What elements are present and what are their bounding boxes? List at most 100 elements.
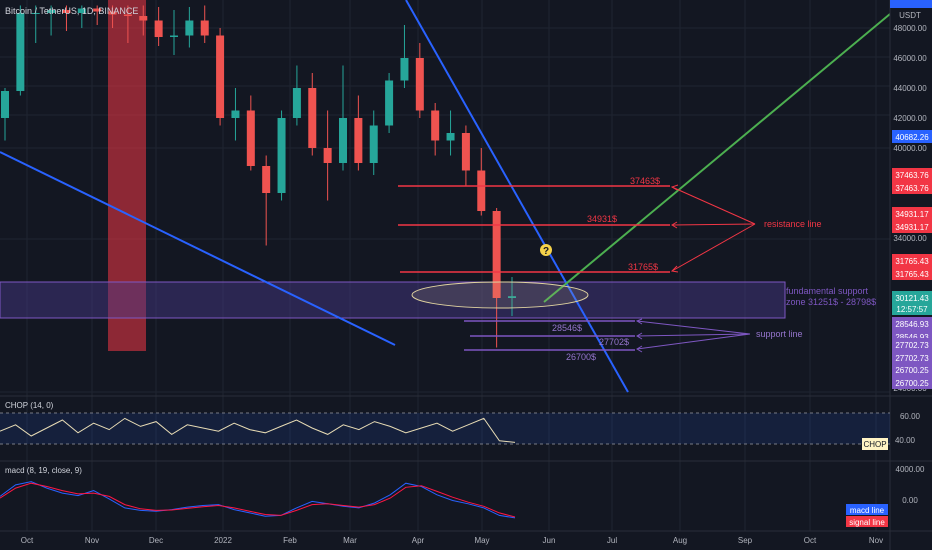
price-ellipse bbox=[411, 281, 589, 309]
svg-text:34931.17: 34931.17 bbox=[895, 223, 929, 232]
signal-legend: signal line bbox=[849, 518, 885, 527]
time-label: Oct bbox=[21, 536, 34, 545]
chop-tick-40: 40.00 bbox=[895, 436, 916, 445]
support-zone bbox=[0, 281, 786, 319]
candle-body bbox=[461, 133, 470, 171]
candle-countdown: 12:57:57 bbox=[896, 305, 928, 314]
macd-title: macd (8, 19, close, 9) bbox=[5, 466, 82, 475]
price-tick: 48000.00 bbox=[893, 24, 927, 33]
resistance-tag-1a bbox=[892, 168, 932, 181]
time-label: Nov bbox=[85, 536, 99, 545]
resistance-label-2: 34931$ bbox=[587, 214, 617, 224]
svg-text:31765.43: 31765.43 bbox=[895, 257, 929, 266]
svg-text:37463.76: 37463.76 bbox=[895, 171, 929, 180]
chop-band bbox=[0, 413, 890, 444]
candle-body bbox=[292, 88, 301, 118]
candle-body bbox=[47, 10, 56, 13]
candle-body bbox=[492, 211, 501, 298]
support-annotation: support line bbox=[756, 329, 803, 339]
time-label: Apr bbox=[412, 536, 425, 545]
candle-body bbox=[369, 125, 378, 163]
support-tag-3b bbox=[892, 376, 932, 389]
candle-body bbox=[415, 58, 424, 111]
time-label: Feb bbox=[283, 536, 297, 545]
highlight-column bbox=[108, 0, 146, 351]
time-label: Oct bbox=[804, 536, 817, 545]
candle-body bbox=[154, 20, 163, 37]
signal-line bbox=[0, 482, 516, 518]
candle-body bbox=[1, 91, 9, 118]
candle-body bbox=[139, 16, 148, 21]
time-label: Jul bbox=[607, 536, 617, 545]
candle-body bbox=[93, 8, 102, 12]
support-tag-2b bbox=[892, 351, 932, 364]
candle-body bbox=[277, 118, 286, 193]
resistance-tag-2a bbox=[892, 207, 932, 220]
candle-body bbox=[16, 13, 25, 91]
chop-badge-bg bbox=[862, 438, 888, 450]
price-tick: 44000.00 bbox=[893, 84, 927, 93]
support-tag-2a bbox=[892, 338, 932, 351]
svg-text:28546.93: 28546.93 bbox=[895, 320, 929, 329]
resistance-arrows bbox=[670, 184, 756, 273]
upper-trendline bbox=[405, 0, 629, 393]
currency-label: USDT bbox=[899, 11, 921, 20]
time-label: Nov bbox=[869, 536, 883, 545]
macd-legend-bg bbox=[846, 504, 888, 515]
chop-line bbox=[0, 417, 516, 443]
zone-label-line2: zone 31251$ - 28798$ bbox=[786, 297, 876, 307]
price-tick: 40000.00 bbox=[893, 144, 927, 153]
svg-text:26700.25: 26700.25 bbox=[895, 366, 929, 375]
candle-body bbox=[216, 35, 225, 118]
candle-body bbox=[246, 110, 255, 166]
price-tags: 40682.26 37463.76 37463.76 34931.17 3493… bbox=[892, 130, 932, 389]
question-mark-emoji: ? bbox=[540, 244, 552, 257]
lower-trendline bbox=[0, 151, 396, 346]
price-tick: 34000.00 bbox=[893, 234, 927, 243]
candle-body bbox=[431, 110, 440, 141]
svg-text:27702.73: 27702.73 bbox=[895, 341, 929, 350]
grid bbox=[0, 0, 890, 531]
candle-body bbox=[62, 10, 71, 13]
candle-body bbox=[200, 20, 209, 36]
support-tag-1a bbox=[892, 317, 932, 330]
candle-body bbox=[446, 133, 455, 141]
chop-title: CHOP (14, 0) bbox=[5, 401, 54, 410]
candle-body bbox=[508, 296, 516, 298]
candle-body bbox=[123, 14, 132, 16]
time-axis[interactable]: Oct Nov Dec 2022 Feb Mar Apr May Jun Jul Aug Sep Oct… bbox=[21, 536, 883, 545]
macd-tick-4000: 4000.00 bbox=[896, 465, 925, 474]
candle-body bbox=[339, 118, 347, 163]
candles bbox=[1, 5, 516, 348]
price-tick: 42000.00 bbox=[893, 114, 927, 123]
svg-text:?: ? bbox=[543, 246, 549, 257]
candle-body bbox=[170, 35, 178, 37]
growth-trendline bbox=[543, 13, 891, 303]
svg-text:37463.76: 37463.76 bbox=[895, 184, 929, 193]
time-label: Aug bbox=[673, 536, 687, 545]
signal-legend-bg bbox=[846, 516, 888, 527]
resistance-tag-1b bbox=[892, 181, 932, 194]
support-label-3: 26700$ bbox=[566, 352, 596, 362]
chop-tick-60: 60.00 bbox=[900, 412, 921, 421]
candle-body bbox=[385, 80, 394, 126]
svg-text:26700.25: 26700.25 bbox=[895, 379, 929, 388]
price-tick: 46000.00 bbox=[893, 54, 927, 63]
svg-text:34931.17: 34931.17 bbox=[895, 210, 929, 219]
time-label: Sep bbox=[738, 536, 753, 545]
svg-text:31765.43: 31765.43 bbox=[895, 270, 929, 279]
time-label: Dec bbox=[149, 536, 163, 545]
resistance-tag-3b bbox=[892, 267, 932, 280]
svg-text:27702.73: 27702.73 bbox=[895, 354, 929, 363]
candle-body bbox=[262, 166, 271, 193]
svg-text:40682.26: 40682.26 bbox=[895, 133, 929, 142]
candle-body bbox=[308, 88, 317, 148]
zone-label-line1: fundamental support bbox=[786, 286, 869, 296]
support-tag-3a bbox=[892, 363, 932, 376]
time-label: May bbox=[474, 536, 489, 545]
time-label: Mar bbox=[343, 536, 357, 545]
candle-body bbox=[400, 58, 409, 81]
macd-tick-0: 0.00 bbox=[902, 496, 918, 505]
